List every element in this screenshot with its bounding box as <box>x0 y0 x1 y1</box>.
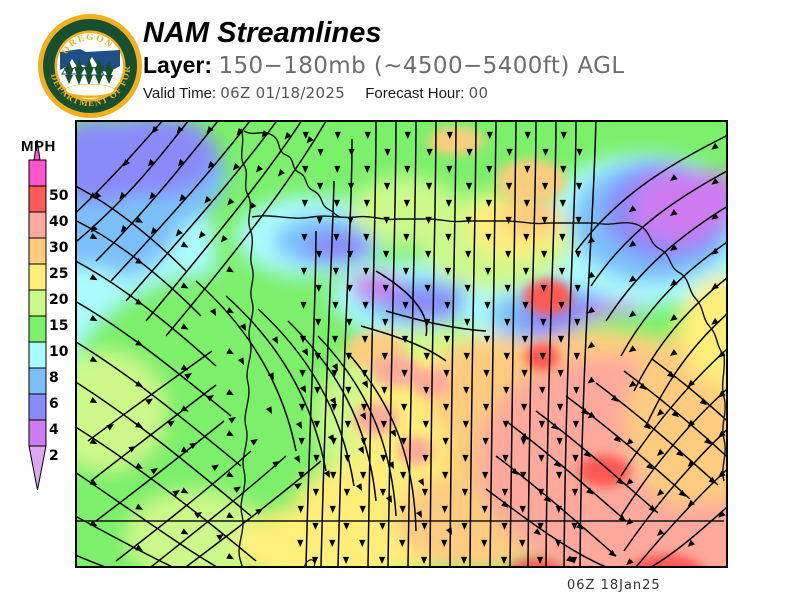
colorbar-tick: 10 <box>49 344 69 360</box>
streamlines <box>76 121 727 567</box>
page-title: NAM Streamlines <box>143 17 382 49</box>
colorbar-tick: 20 <box>49 292 69 308</box>
layer-value: 150−180mb (∼4500−5400ft) AGL <box>218 53 625 79</box>
colorbar-tick: 6 <box>49 396 59 412</box>
wind-speed-colorbar: MPH 50 40 30 25 20 15 10 8 6 4 2 <box>8 138 72 518</box>
valid-time-value: 06Z 01/18/2025 <box>220 84 346 102</box>
forecast-hour-value: 00 <box>468 84 489 102</box>
valid-time-label: Valid Time: <box>143 85 217 102</box>
colorbar-swatches <box>28 139 47 491</box>
valid-time-line: Valid Time: 06Z 01/18/2025 Forecast Hour… <box>143 83 625 104</box>
geographic-boundaries <box>76 128 726 567</box>
forecast-hour-label: Forecast Hour: <box>365 85 465 102</box>
colorbar-title: MPH <box>21 138 56 155</box>
streamline-map[interactable] <box>75 120 728 568</box>
colorbar-tick: 30 <box>49 240 69 256</box>
colorbar-tick: 25 <box>49 266 69 282</box>
map-timestamp: 06Z 18Jan25 <box>567 578 661 593</box>
streamline-arrowheads <box>89 126 726 566</box>
header: OREGON DEPARTMENT OF FORESTRY NAM Stream… <box>0 0 800 118</box>
oregon-department-of-forestry-logo: OREGON DEPARTMENT OF FORESTRY <box>36 12 142 118</box>
colorbar-tick: 50 <box>49 188 69 204</box>
colorbar-tick: 15 <box>49 318 69 334</box>
colorbar-tick: 40 <box>49 214 69 230</box>
layer-line: Layer: 150−180mb (∼4500−5400ft) AGL <box>143 51 625 80</box>
colorbar-tick: 2 <box>49 448 59 464</box>
colorbar-tick: 4 <box>49 422 59 438</box>
layer-label: Layer: <box>143 52 213 78</box>
title-block: NAM Streamlines Layer: 150−180mb (∼4500−… <box>143 16 625 104</box>
colorbar-tick: 8 <box>49 370 59 386</box>
speed-field <box>76 121 727 567</box>
map-canvas[interactable] <box>76 121 727 567</box>
